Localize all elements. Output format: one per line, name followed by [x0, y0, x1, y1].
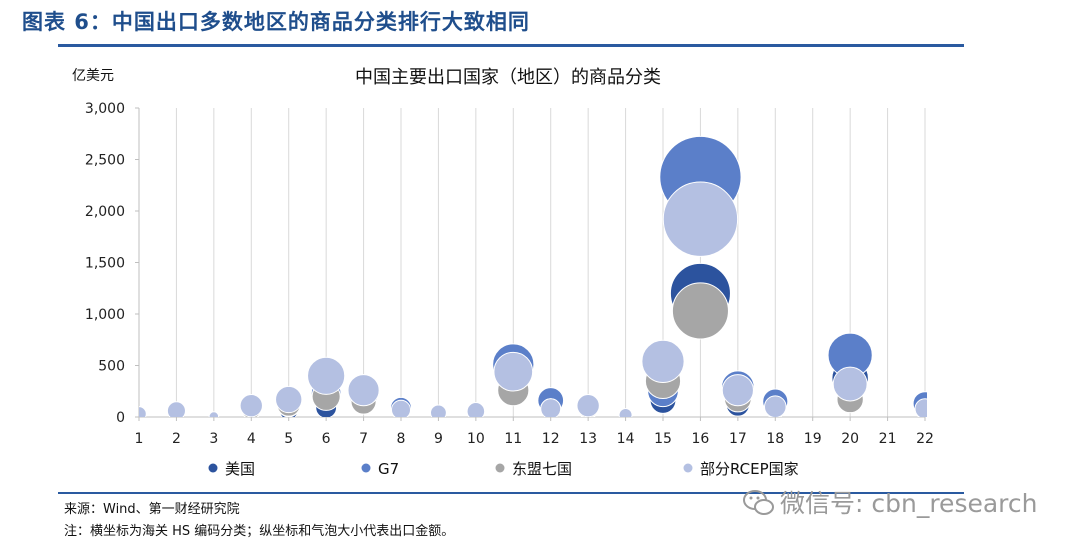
bubble-series-3-point-18 [832, 366, 868, 402]
legend-label-0: 美国 [225, 460, 255, 478]
x-tick-label: 21 [879, 431, 897, 447]
title-divider [58, 44, 964, 47]
x-tick-label: 13 [579, 431, 597, 447]
bubble-series-3-point-8 [429, 404, 447, 417]
wechat-icon [743, 490, 774, 515]
bubble-series-3-point-1 [166, 401, 186, 417]
bubble-series-3-point-13 [618, 407, 633, 417]
bubble-series-3-point-14 [641, 339, 685, 384]
x-tick-label: 9 [434, 431, 443, 447]
bubble-series-3-point-3 [239, 393, 263, 417]
bubble-series-3-point-6 [347, 374, 380, 407]
y-tick-label: 1,500 [85, 256, 125, 272]
x-tick-label: 14 [617, 431, 635, 447]
bubble-series-3-point-16 [721, 374, 754, 407]
footer-divider [58, 492, 964, 494]
x-tick-label: 2 [172, 431, 181, 447]
legend-marker-2 [495, 463, 505, 473]
bubble-series-3-point-7 [390, 399, 412, 417]
x-tick-label: 17 [729, 431, 747, 447]
figure-title: 图表 6：中国出口多数地区的商品分类排行大致相同 [22, 10, 530, 34]
bubble-layer [139, 135, 927, 417]
y-tick-label: 3,000 [85, 101, 125, 117]
x-tick-label: 19 [804, 431, 822, 447]
x-tick-label: 18 [766, 431, 784, 447]
watermark-text: 微信号: cbn_research [780, 489, 1038, 518]
bubble-series-3-point-15 [662, 181, 739, 257]
note-text: 注：横坐标为海关 HS 编码分类；纵坐标和气泡大小代表出口金额。 [64, 524, 455, 539]
bubble-series-3-point-2 [208, 411, 220, 417]
x-tick-label: 7 [359, 431, 368, 447]
chart-title: 中国主要出口国家（地区）的商品分类 [355, 67, 661, 88]
bubble-series-3-point-5 [307, 356, 346, 395]
x-tick-label: 20 [841, 431, 859, 447]
y-tick-label: 1,000 [85, 307, 125, 323]
y-tick-label: 2,500 [85, 153, 125, 169]
bubble-series-3-point-0 [139, 406, 147, 417]
bubble-chart: 中国主要出口国家（地区）的商品分类 亿美元 0 500 1,000 1,500 2,000 2… [72, 67, 934, 478]
y-tick-label: 500 [98, 359, 125, 375]
x-tick-label: 4 [247, 431, 256, 447]
x-tick-label: 15 [654, 431, 672, 447]
bubble-series-3-point-12 [576, 393, 600, 417]
x-tick-label: 6 [322, 431, 331, 447]
x-tick-label: 22 [916, 431, 934, 447]
y-tick-label: 0 [116, 410, 125, 426]
x-tick-label: 5 [284, 431, 293, 447]
legend-label-3: 部分RCEP国家 [700, 460, 799, 478]
x-tick-label: 8 [397, 431, 406, 447]
bubble-series-3-point-19 [914, 398, 927, 417]
legend-label-1: G7 [378, 460, 399, 478]
y-axis-unit-label: 亿美元 [72, 68, 114, 84]
x-tick-label: 1 [135, 431, 144, 447]
x-tick-label: 12 [542, 431, 560, 447]
legend-marker-0 [208, 463, 218, 473]
x-tick-label: 3 [209, 431, 218, 447]
bubble-series-3-point-11 [540, 398, 562, 417]
x-tick-label: 11 [504, 431, 522, 447]
legend-marker-3 [683, 463, 693, 473]
legend-label-2: 东盟七国 [512, 460, 572, 478]
source-text: 来源：Wind、第一财经研究院 [64, 502, 240, 517]
bubble-series-3-point-17 [763, 395, 787, 417]
x-tick-label: 10 [467, 431, 485, 447]
x-tick-label: 16 [692, 431, 710, 447]
bubble-series-3-point-9 [466, 402, 486, 417]
bubble-series-3-point-10 [493, 351, 534, 392]
y-tick-label: 2,000 [85, 204, 125, 220]
legend-marker-1 [361, 463, 371, 473]
bubble-series-2-point-13 [671, 282, 729, 340]
bubble-series-3-point-4 [275, 385, 303, 414]
